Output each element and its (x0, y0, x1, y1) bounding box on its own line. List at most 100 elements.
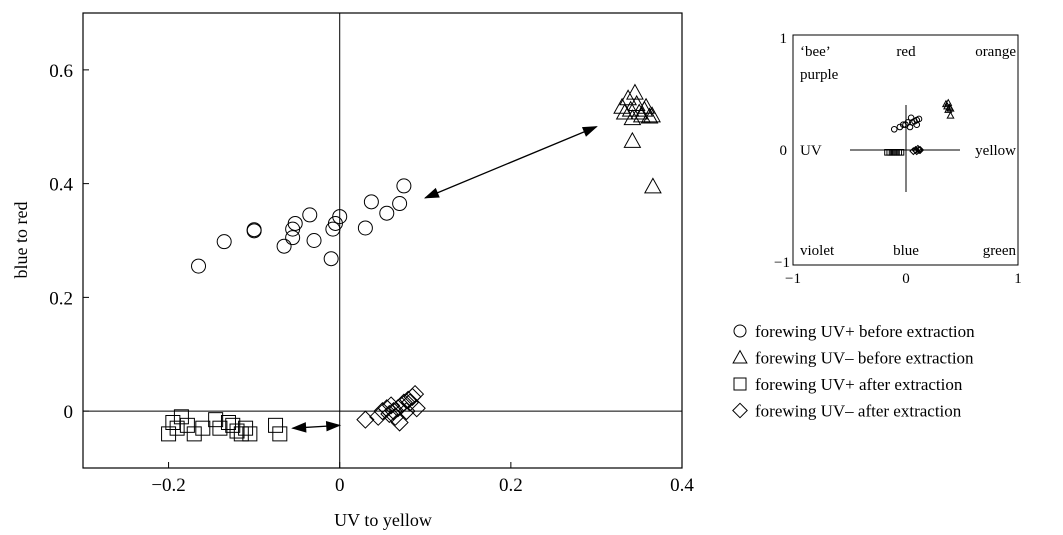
main-arrows (291, 126, 598, 433)
x-tick-label: −0.2 (151, 475, 185, 496)
inset-region-red: red (896, 44, 916, 60)
inset-x-tick-left: −1 (785, 271, 801, 287)
legend-item: forewing UV– before extraction (732, 349, 974, 368)
inset-region-purple: purple (800, 67, 839, 83)
data-point-circle (302, 207, 318, 223)
inset-data-points (884, 98, 955, 156)
data-point-circle (332, 209, 348, 225)
data-point-square (165, 415, 181, 430)
inset-point-square (897, 149, 905, 156)
y-tick-label: 0.6 (49, 61, 73, 82)
legend-marker-triangle (732, 349, 748, 364)
data-point-square (268, 417, 284, 433)
main-reference-lines (83, 13, 682, 468)
x-tick-label: 0.4 (670, 475, 694, 496)
data-point-square (186, 426, 202, 442)
inset-point-triangle (946, 111, 955, 119)
data-point-square (195, 420, 211, 436)
data-point-triangle (637, 97, 655, 114)
double-arrow (425, 126, 597, 199)
data-point-triangle (615, 103, 634, 120)
data-point-diamond (390, 413, 409, 432)
main-data-points (161, 83, 662, 442)
data-point-square (169, 420, 185, 436)
data-point-square (173, 409, 189, 425)
data-point-diamond (399, 390, 418, 409)
legend-label: forewing UV+ before extraction (755, 322, 975, 341)
inset-point-circle (913, 121, 921, 128)
data-point-square (208, 412, 224, 428)
data-point-circle (323, 251, 339, 267)
data-point-diamond (381, 396, 401, 415)
data-point-circle (363, 194, 379, 210)
main-plot-frame (82, 12, 683, 469)
data-point-triangle (621, 100, 640, 117)
data-point-square (242, 426, 258, 442)
inset-region-bee: ‘bee’ (800, 44, 831, 60)
legend-item: forewing UV+ after extraction (733, 375, 963, 394)
x-tick-label: 0.2 (499, 475, 523, 496)
legend-item: forewing UV+ before extraction (733, 322, 975, 341)
legend-marker-diamond (732, 402, 748, 419)
arrowhead (291, 422, 307, 433)
data-point-circle (357, 220, 373, 236)
inset-region-violet: violet (800, 243, 835, 259)
legend-marker-circle (733, 324, 747, 338)
y-tick-label: 0.2 (49, 288, 73, 309)
data-point-square (161, 426, 177, 442)
data-point-circle (285, 221, 301, 237)
data-point-square (272, 426, 288, 442)
data-point-circle (287, 215, 303, 231)
inset-point-diamond (914, 145, 924, 155)
inset-region-uv: UV (800, 143, 822, 159)
inset-region-yellow: yellow (975, 143, 1016, 159)
inset-point-diamond (912, 147, 921, 156)
data-point-triangle (640, 107, 659, 124)
inset-y-tick-mid: 0 (780, 143, 788, 159)
inset-color-space-plot: ‘bee’ purple red orange UV yellow violet… (774, 31, 1022, 287)
data-point-circle (285, 230, 301, 246)
data-point-triangle (644, 177, 662, 194)
main-y-axis-title: blue to red (11, 202, 31, 279)
data-point-triangle (619, 89, 637, 106)
data-point-circle (306, 233, 322, 248)
inset-y-tick-top: 1 (780, 31, 788, 47)
data-point-diamond (394, 393, 413, 412)
data-point-circle (392, 196, 408, 212)
data-point-square (233, 426, 249, 442)
legend-label: forewing UV– after extraction (755, 402, 962, 421)
data-point-square (229, 423, 245, 439)
legend-item: forewing UV– after extraction (732, 402, 962, 421)
inset-point-circle (915, 115, 923, 123)
data-point-square (225, 417, 241, 433)
data-point-triangle (613, 97, 631, 114)
data-point-diamond (380, 404, 399, 424)
legend-label: forewing UV+ after extraction (755, 375, 963, 394)
data-point-square (220, 415, 236, 430)
data-point-circle (191, 258, 207, 274)
data-point-diamond (400, 393, 419, 412)
inset-x-tick-mid: 0 (902, 271, 910, 287)
data-point-circle (396, 178, 412, 194)
inset-region-green: green (983, 243, 1017, 259)
main-x-axis-title: UV to yellow (334, 510, 432, 530)
inset-point-circle (907, 114, 915, 122)
arrowhead (423, 187, 440, 199)
x-tick-label: 0 (335, 475, 345, 496)
data-point-diamond (356, 410, 375, 429)
data-point-circle (379, 205, 395, 221)
data-point-circle (246, 223, 262, 239)
data-point-circle (246, 222, 262, 238)
inset-plot-frame (792, 34, 1019, 266)
data-point-diamond (405, 384, 425, 404)
inset-x-tick-right: 1 (1014, 271, 1022, 287)
y-tick-label: 0.4 (49, 175, 73, 196)
legend: forewing UV+ before extraction forewing U… (732, 322, 975, 421)
y-tick-label: 0 (64, 402, 74, 423)
data-point-diamond (407, 399, 426, 418)
data-point-triangle (623, 131, 642, 148)
inset-point-circle (890, 126, 898, 133)
data-point-triangle (643, 106, 661, 123)
legend-label: forewing UV– before extraction (755, 349, 974, 368)
